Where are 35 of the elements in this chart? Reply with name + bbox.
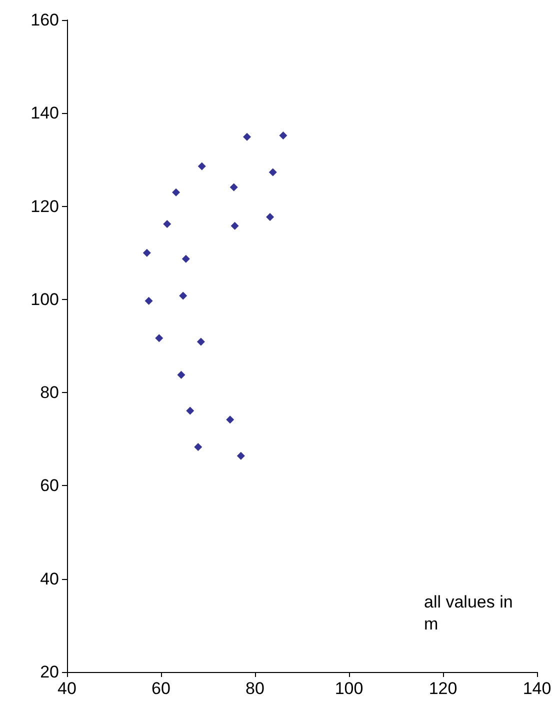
point bbox=[155, 334, 164, 342]
point bbox=[142, 248, 151, 257]
point bbox=[196, 338, 205, 346]
y-tick-label: 80 bbox=[40, 383, 59, 402]
x-tick-label: 80 bbox=[246, 679, 264, 698]
annotation: all values in m bbox=[424, 592, 518, 634]
point bbox=[279, 131, 288, 140]
y-tick-label: 40 bbox=[40, 569, 59, 588]
y-tick-label: 60 bbox=[40, 476, 59, 496]
point bbox=[163, 220, 172, 228]
point bbox=[179, 292, 188, 300]
point bbox=[177, 370, 186, 379]
point bbox=[243, 132, 252, 141]
x-tick-label: 140 bbox=[522, 679, 552, 698]
x-tick-label: 100 bbox=[334, 679, 364, 698]
y-tick-label: 140 bbox=[30, 104, 59, 123]
point bbox=[182, 254, 190, 263]
point bbox=[194, 443, 202, 452]
x-tick-label: 40 bbox=[58, 679, 76, 698]
point bbox=[226, 416, 234, 424]
point bbox=[266, 212, 274, 221]
point bbox=[172, 188, 180, 196]
point bbox=[186, 406, 194, 415]
point bbox=[198, 162, 206, 170]
y-tick-label: 160 bbox=[30, 10, 59, 30]
y-tick-label: 100 bbox=[30, 290, 59, 309]
x-tick-label: 120 bbox=[428, 679, 458, 698]
x-tick-label: 60 bbox=[152, 679, 170, 698]
y-tick-label: 20 bbox=[40, 662, 59, 682]
point bbox=[268, 168, 277, 176]
point bbox=[230, 222, 239, 230]
point bbox=[230, 183, 238, 192]
point bbox=[236, 452, 245, 460]
point bbox=[144, 296, 153, 305]
y-tick-label: 120 bbox=[30, 196, 59, 216]
